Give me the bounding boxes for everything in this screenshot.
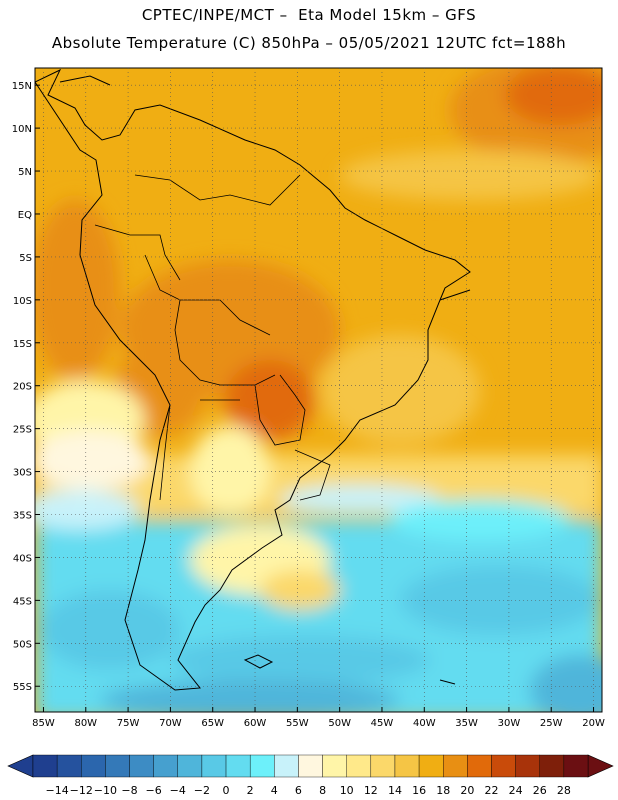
lat-tick-label: 30S: [13, 468, 32, 479]
colorbar-label: 4: [271, 784, 278, 797]
colorbar-swatch: [105, 754, 130, 778]
lon-tick-label: 50W: [328, 718, 351, 729]
title-model: CPTEC/INPE/MCT – Eta Model 15km – GFS: [141, 6, 477, 24]
lat-tick-label: EQ: [18, 210, 32, 221]
colorbar-label: −12: [70, 784, 93, 797]
longitude-labels: 85W 80W 75W 70W 65W 60W 55W 50W 45W 40W 35W 30W 25W 2…: [32, 707, 605, 729]
lon-tick-label: 35W: [455, 718, 478, 729]
colorbar-swatch: [225, 754, 251, 778]
lon-tick-label: 55W: [286, 718, 309, 729]
lat-tick-label: 35S: [13, 511, 32, 522]
colorbar-label: 22: [484, 784, 498, 797]
colorbar-swatch: [491, 754, 516, 778]
colorbar-label: −4: [170, 784, 186, 797]
lon-tick-label: 40W: [413, 718, 436, 729]
colorbar-swatch: [370, 754, 396, 778]
colorbar-label: 20: [460, 784, 474, 797]
colorbar-label: 12: [364, 784, 378, 797]
lat-tick-label: 10N: [12, 124, 32, 135]
map-frame: [34, 67, 603, 713]
colorbar-label: 24: [509, 784, 523, 797]
lat-tick-label: 10S: [13, 296, 32, 307]
colorbar-label: −14: [46, 784, 69, 797]
colorbar-swatch: [443, 754, 468, 778]
colorbar-label: −10: [94, 784, 117, 797]
lat-tick-label: 20S: [13, 382, 32, 393]
colorbar-high-arrow: [587, 754, 614, 778]
lon-tick-label: 75W: [117, 718, 140, 729]
colorbar-swatch: [81, 754, 106, 778]
colorbar-swatch: [177, 754, 203, 778]
colorbar-swatch: [153, 754, 178, 778]
lat-tick-label: 15N: [12, 81, 32, 92]
lon-tick-label: 85W: [32, 718, 55, 729]
colorbar-label: 18: [436, 784, 450, 797]
colorbar-low-arrow: [7, 754, 34, 778]
colorbar-swatch: [394, 754, 420, 778]
lat-tick-label: 40S: [13, 553, 32, 564]
colorbar-label: 16: [412, 784, 426, 797]
colorbar: [7, 754, 614, 778]
lon-tick-label: 45W: [371, 718, 394, 729]
lon-tick-label: 70W: [159, 718, 182, 729]
colorbar-swatch: [249, 754, 275, 778]
colorbar-swatch: [322, 754, 347, 778]
colorbar-label: 2: [247, 784, 254, 797]
lat-tick-label: 5S: [19, 253, 32, 264]
lon-tick-label: 65W: [201, 718, 224, 729]
colorbar-swatch: [467, 754, 492, 778]
temperature-field: [35, 68, 602, 712]
colorbar-label: 6: [295, 784, 302, 797]
colorbar-swatch: [129, 754, 154, 778]
lat-tick-label: 25S: [13, 425, 32, 436]
colorbar-swatch: [418, 754, 444, 778]
colorbar-swatch: [515, 754, 540, 778]
lat-tick-label: 55S: [13, 682, 32, 693]
lon-tick-label: 20W: [582, 718, 605, 729]
lat-tick-label: 50S: [13, 639, 32, 650]
colorbar-label: 8: [319, 784, 326, 797]
latitude-labels: 15N 10N 5N EQ 5S 10S 15S 20S 25S 30S 35S 40S 45S 50S 5…: [12, 81, 40, 693]
graticule: [35, 68, 602, 712]
colorbar-swatch: [56, 754, 82, 778]
lat-tick-label: 15S: [13, 339, 32, 350]
colorbar-label: 28: [557, 784, 571, 797]
lon-tick-label: 25W: [540, 718, 563, 729]
lon-tick-label: 80W: [74, 718, 97, 729]
colorbar-label: −2: [194, 784, 210, 797]
colorbar-swatch: [32, 754, 58, 778]
colorbar-label: −6: [146, 784, 162, 797]
colorbar-swatch: [274, 754, 299, 778]
colorbar-swatch: [201, 754, 227, 778]
colorbar-swatch: [298, 754, 323, 778]
colorbar-label: 26: [533, 784, 547, 797]
colorbar-label: 10: [340, 784, 354, 797]
lon-tick-label: 60W: [244, 718, 267, 729]
title-field: Absolute Temperature (C) 850hPa – 05/05/…: [51, 34, 567, 52]
colorbar-label: −8: [121, 784, 137, 797]
colorbar-swatch: [539, 754, 565, 778]
coastline: [35, 68, 471, 691]
lat-tick-label: 45S: [13, 596, 32, 607]
colorbar-label: 0: [223, 784, 230, 797]
lat-tick-label: 5N: [18, 167, 32, 178]
colorbar-swatch: [563, 754, 589, 778]
colorbar-swatch: [346, 754, 372, 778]
lon-tick-label: 30W: [498, 718, 521, 729]
colorbar-labels: −14 −12 −10 −8 −6 −4 −2 0 2 4 6 8 10 12 14 16 18 20 22 24 26…: [46, 784, 571, 797]
colorbar-label: 14: [388, 784, 402, 797]
